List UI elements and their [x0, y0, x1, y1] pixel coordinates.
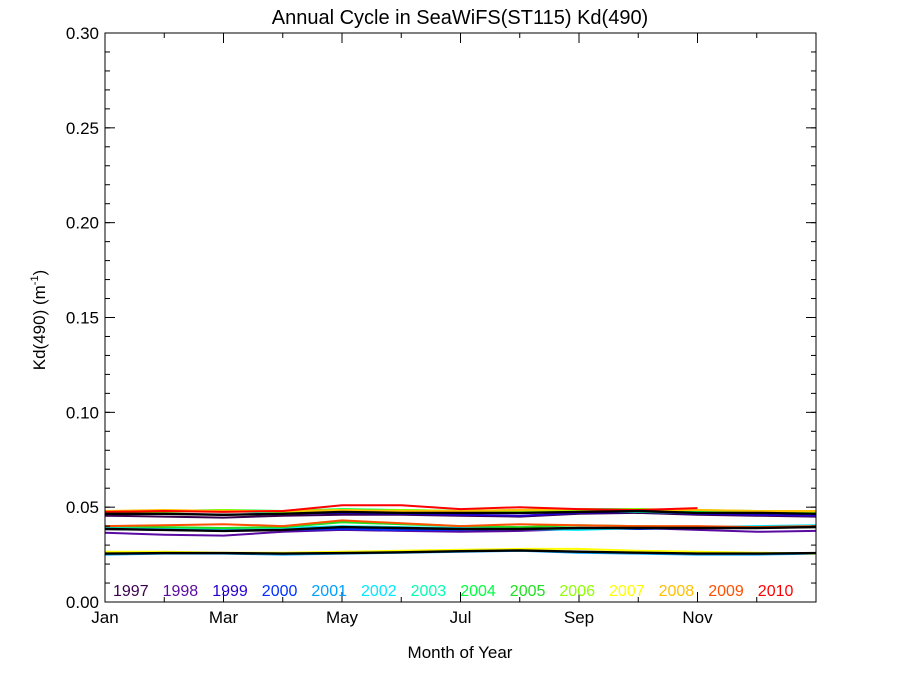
- legend-item-1999: 1999: [212, 583, 248, 600]
- x-tick-label: Jul: [450, 608, 472, 627]
- x-tick-label: Sep: [564, 608, 594, 627]
- legend-item-2000: 2000: [262, 583, 298, 600]
- legend-item-2003: 2003: [411, 583, 447, 600]
- y-axis-label: Kd(490) (m-1): [29, 270, 49, 370]
- x-tick-label: Mar: [209, 608, 239, 627]
- y-tick-label: 0.10: [66, 403, 99, 422]
- series-line-1998: [104, 526, 817, 537]
- y-tick-label: 0.20: [66, 214, 99, 233]
- legend-item-2009: 2009: [708, 583, 744, 600]
- legend-item-2001: 2001: [311, 583, 347, 600]
- x-tick-label: Jan: [91, 608, 118, 627]
- y-tick-label: 0.00: [66, 593, 99, 612]
- mean-line-1: [105, 509, 817, 517]
- y-axis-label-close: ): [30, 270, 49, 276]
- legend-item-2007: 2007: [609, 583, 645, 600]
- y-tick-label: 0.25: [66, 119, 99, 138]
- y-axis: 0.00 0.05 0.10 0.15 0.20 0.25 0.30: [66, 24, 816, 612]
- legend-item-2008: 2008: [659, 583, 695, 600]
- legend: 1997 1998 1999 2000 2001 2002 2003 2004 2005 2006…: [113, 583, 793, 600]
- y-tick-label: 0.15: [66, 309, 99, 328]
- mean-line-3: [104, 549, 817, 555]
- legend-item-2002: 2002: [361, 583, 397, 600]
- mean-layer: [104, 509, 817, 555]
- chart-title: Annual Cycle in SeaWiFS(ST115) Kd(490): [272, 7, 648, 29]
- x-axis: Jan Mar May Jul Sep Nov: [91, 33, 817, 627]
- series-line-2010: [104, 504, 698, 513]
- mean-line-2: [104, 525, 817, 533]
- series-line-2009: [104, 519, 817, 529]
- legend-item-1998: 1998: [163, 583, 199, 600]
- y-axis-label-sup: -1: [29, 275, 41, 285]
- y-axis-label-main: Kd(490) (m: [30, 285, 49, 370]
- legend-item-2010: 2010: [758, 583, 794, 600]
- legend-item-1997: 1997: [113, 583, 149, 600]
- legend-item-2005: 2005: [510, 583, 546, 600]
- y-tick-label: 0.30: [66, 24, 99, 43]
- y-tick-label: 0.05: [66, 498, 99, 517]
- legend-item-2006: 2006: [559, 583, 595, 600]
- x-axis-label: Month of Year: [408, 643, 513, 662]
- x-tick-label: May: [326, 608, 359, 627]
- legend-item-2004: 2004: [460, 583, 496, 600]
- x-tick-label: Nov: [682, 608, 713, 627]
